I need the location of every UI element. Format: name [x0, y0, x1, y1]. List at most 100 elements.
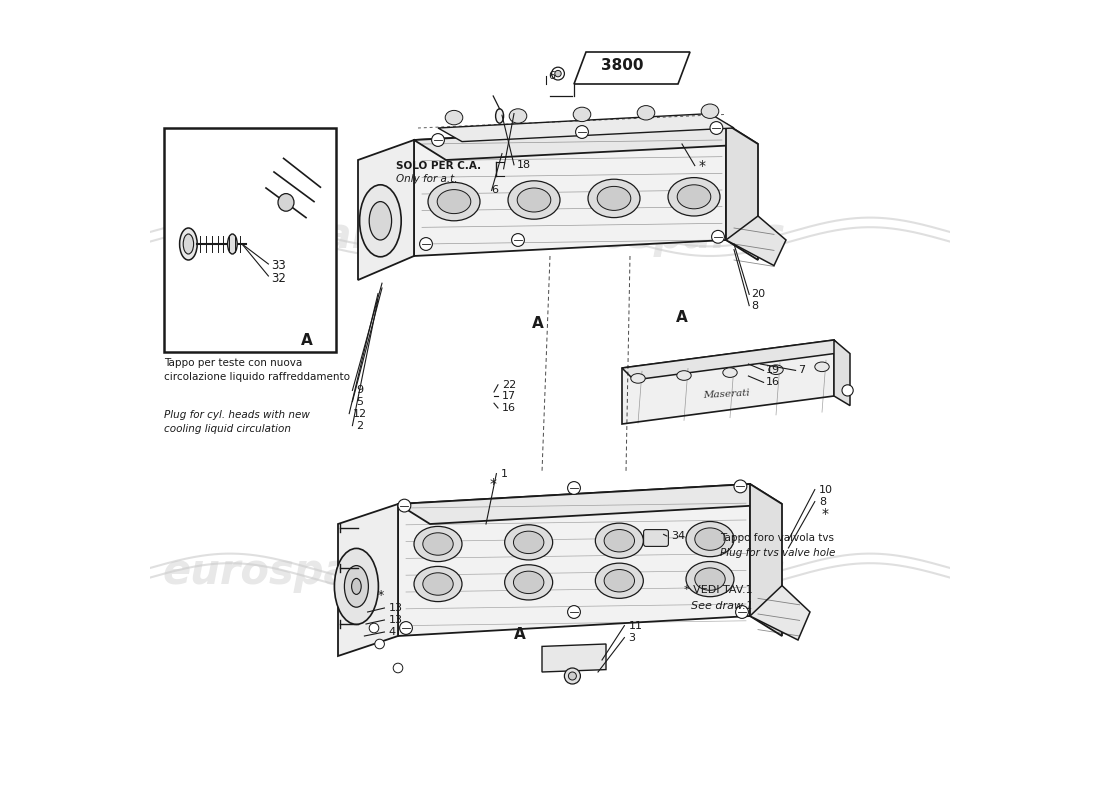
- Text: See draw.1: See draw.1: [684, 602, 754, 611]
- Ellipse shape: [370, 202, 392, 240]
- Ellipse shape: [505, 565, 552, 600]
- Ellipse shape: [509, 109, 527, 123]
- Ellipse shape: [422, 533, 453, 555]
- Ellipse shape: [446, 110, 463, 125]
- Ellipse shape: [414, 526, 462, 562]
- Text: Maserati: Maserati: [703, 389, 749, 400]
- Text: 34: 34: [671, 531, 685, 541]
- Text: 8: 8: [818, 497, 826, 506]
- Polygon shape: [621, 340, 846, 380]
- Circle shape: [370, 623, 378, 633]
- Ellipse shape: [686, 522, 734, 557]
- Polygon shape: [574, 52, 690, 84]
- Ellipse shape: [334, 549, 378, 624]
- Ellipse shape: [344, 566, 369, 607]
- Ellipse shape: [695, 528, 725, 550]
- Ellipse shape: [184, 234, 194, 254]
- Ellipse shape: [695, 568, 725, 590]
- Circle shape: [568, 606, 581, 618]
- Circle shape: [736, 606, 748, 618]
- Ellipse shape: [676, 370, 691, 380]
- Polygon shape: [398, 484, 750, 636]
- Ellipse shape: [179, 228, 197, 260]
- Text: 7: 7: [798, 366, 805, 375]
- Ellipse shape: [422, 573, 453, 595]
- Text: 18: 18: [516, 160, 530, 170]
- Polygon shape: [750, 484, 782, 636]
- Ellipse shape: [228, 234, 238, 254]
- Text: 8: 8: [751, 301, 759, 310]
- Text: *: *: [698, 158, 706, 173]
- Ellipse shape: [595, 563, 644, 598]
- Ellipse shape: [597, 186, 630, 210]
- Text: 10: 10: [818, 485, 833, 494]
- FancyBboxPatch shape: [644, 530, 669, 546]
- Text: 6: 6: [549, 71, 556, 81]
- Ellipse shape: [668, 178, 720, 216]
- Ellipse shape: [517, 188, 551, 212]
- Text: 1: 1: [500, 469, 507, 478]
- Text: 3: 3: [628, 633, 636, 642]
- Text: 3800: 3800: [601, 58, 643, 73]
- Ellipse shape: [352, 578, 361, 594]
- Polygon shape: [338, 504, 398, 656]
- Polygon shape: [358, 140, 414, 280]
- Text: *: *: [377, 589, 384, 602]
- Text: Tappo per teste con nuova
circolazione liquido raffreddamento: Tappo per teste con nuova circolazione l…: [164, 358, 351, 382]
- Text: * VEDI TAV.1: * VEDI TAV.1: [684, 586, 754, 595]
- Circle shape: [568, 482, 581, 494]
- Text: SOLO PER C.A.: SOLO PER C.A.: [396, 162, 481, 171]
- Ellipse shape: [514, 571, 543, 594]
- Ellipse shape: [723, 368, 737, 378]
- Ellipse shape: [604, 530, 635, 552]
- Text: A: A: [301, 333, 312, 347]
- Text: 4: 4: [388, 627, 396, 637]
- Text: A: A: [676, 310, 689, 325]
- Circle shape: [512, 234, 525, 246]
- Circle shape: [564, 668, 581, 684]
- Ellipse shape: [278, 194, 294, 211]
- Text: 33: 33: [272, 259, 286, 272]
- Text: 32: 32: [272, 272, 286, 285]
- Ellipse shape: [496, 109, 504, 123]
- Ellipse shape: [630, 374, 646, 383]
- Polygon shape: [398, 484, 782, 524]
- Text: Plug for tvs valve hole: Plug for tvs valve hole: [719, 548, 835, 558]
- Text: 12: 12: [353, 409, 367, 418]
- Ellipse shape: [637, 106, 654, 120]
- Text: 5: 5: [356, 397, 363, 406]
- Text: Plug for cyl. heads with new
cooling liquid circulation: Plug for cyl. heads with new cooling liq…: [164, 410, 310, 434]
- Ellipse shape: [604, 570, 635, 592]
- Polygon shape: [726, 216, 786, 266]
- Ellipse shape: [428, 182, 480, 221]
- Circle shape: [712, 230, 725, 243]
- Circle shape: [431, 134, 444, 146]
- Ellipse shape: [678, 185, 711, 209]
- Text: *: *: [490, 477, 497, 491]
- Text: 17: 17: [502, 391, 516, 401]
- Text: 13: 13: [388, 603, 403, 613]
- Text: Only for a.t.: Only for a.t.: [396, 174, 458, 184]
- Text: eurospares: eurospares: [522, 551, 785, 593]
- Ellipse shape: [701, 104, 718, 118]
- Text: A: A: [532, 317, 544, 331]
- Polygon shape: [542, 644, 606, 672]
- Circle shape: [399, 622, 412, 634]
- Text: 20: 20: [751, 290, 766, 299]
- Bar: [164, 128, 337, 352]
- Circle shape: [575, 126, 589, 138]
- Ellipse shape: [815, 362, 829, 372]
- Circle shape: [551, 67, 564, 80]
- Text: A: A: [514, 627, 526, 642]
- Polygon shape: [414, 124, 758, 160]
- Circle shape: [419, 238, 432, 250]
- Polygon shape: [726, 124, 758, 260]
- Text: Tappo foro valvola tvs: Tappo foro valvola tvs: [719, 534, 834, 543]
- Text: 16: 16: [766, 378, 780, 387]
- Circle shape: [398, 499, 410, 512]
- Text: 13: 13: [388, 615, 403, 625]
- Polygon shape: [834, 340, 850, 406]
- Ellipse shape: [769, 365, 783, 374]
- Ellipse shape: [514, 531, 543, 554]
- Text: eurospares: eurospares: [163, 215, 426, 257]
